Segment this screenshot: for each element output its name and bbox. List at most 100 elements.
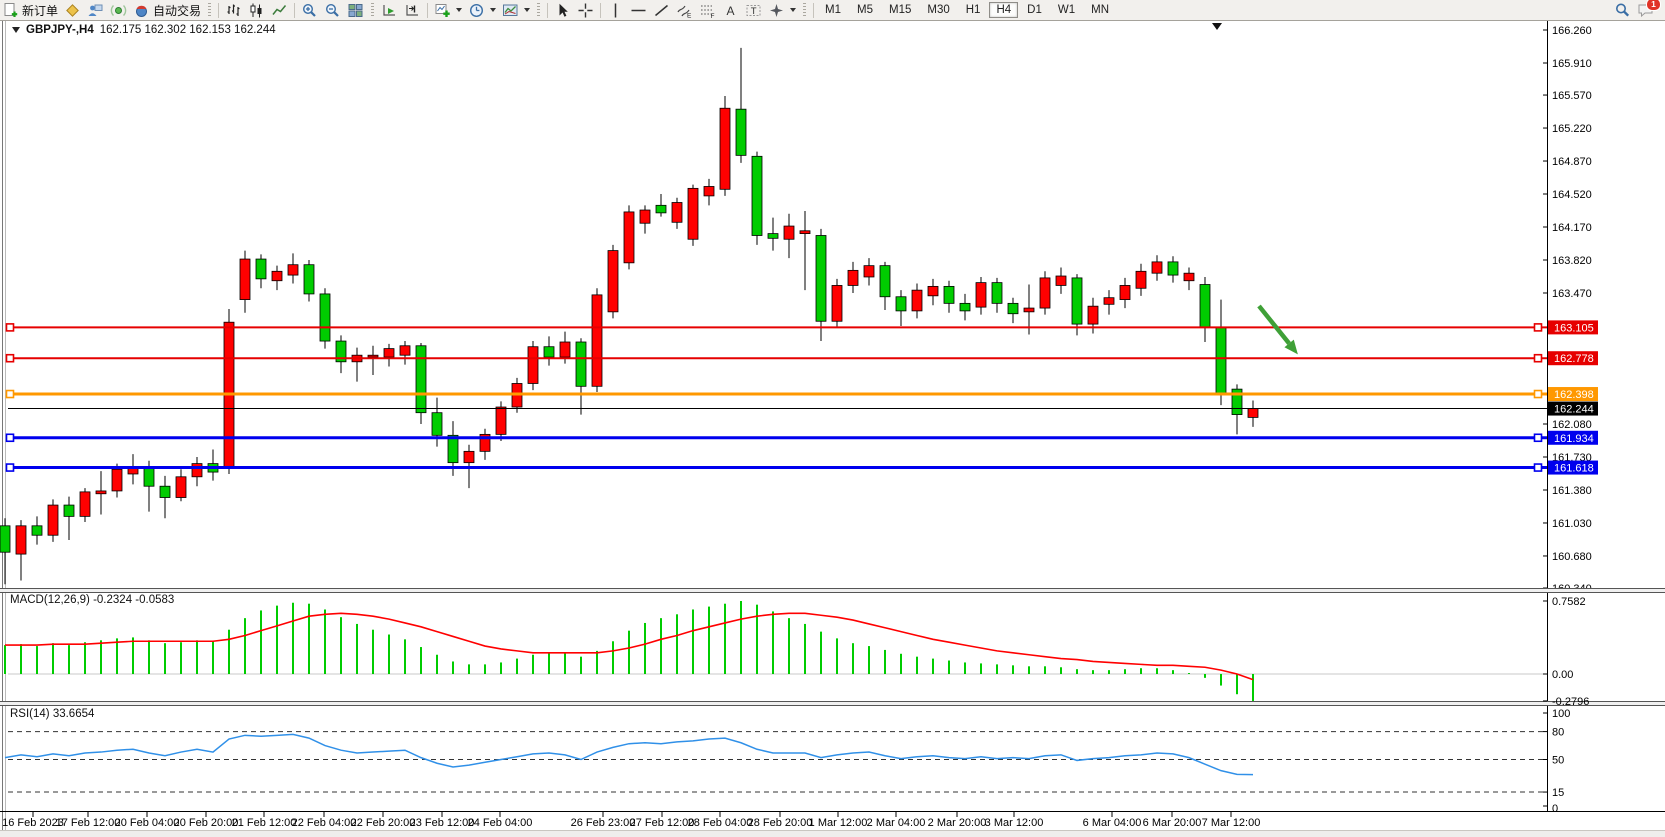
equidistant-channel-icon: E — [677, 5, 692, 19]
text-label-tool-button[interactable]: T — [743, 1, 764, 19]
timeframe-button-MN[interactable]: MN — [1091, 4, 1109, 16]
arrow-object-head[interactable] — [1284, 339, 1298, 355]
timeframe-button-W1[interactable]: W1 — [1057, 4, 1076, 16]
hline-handle[interactable] — [1533, 389, 1543, 399]
zoom-out-button[interactable] — [322, 1, 343, 19]
fibonacci-icon: F — [701, 5, 715, 19]
price-tick-label: 164.870 — [1552, 156, 1592, 168]
candle — [383, 348, 395, 358]
template-icon — [503, 4, 518, 16]
rsi-scale-label: 0 — [1552, 803, 1558, 815]
metaeditor-button[interactable] — [62, 1, 83, 19]
candle — [991, 282, 1003, 304]
add-indicator-icon — [435, 3, 450, 17]
text-tool-button[interactable]: A — [720, 1, 741, 19]
hline-handle[interactable] — [5, 433, 15, 443]
zoom-in-button[interactable] — [299, 1, 320, 19]
candle — [815, 235, 827, 322]
add-indicator-button[interactable] — [432, 1, 464, 19]
separator — [294, 2, 296, 18]
search-button[interactable] — [1612, 1, 1633, 19]
notifications-button[interactable]: 1 — [1635, 0, 1661, 19]
fibonacci-tool-button[interactable]: F — [697, 1, 718, 19]
timeframe-button-M1[interactable]: M1 — [825, 4, 842, 16]
tile-windows-button[interactable] — [345, 1, 366, 19]
candle — [47, 504, 59, 536]
timeframe-button-D1[interactable]: D1 — [1027, 4, 1042, 16]
candle — [1167, 261, 1179, 276]
candle — [543, 346, 555, 358]
timeframe-button-M5[interactable]: M5 — [857, 4, 873, 16]
macd-scale-label: 0.7582 — [1552, 596, 1586, 608]
timeframe-button-H4[interactable]: H4 — [989, 2, 1019, 18]
line-chart-button[interactable] — [269, 1, 290, 19]
dropdown-caret[interactable] — [456, 8, 463, 12]
auto-scroll-button[interactable] — [379, 1, 400, 19]
svg-text:A: A — [727, 4, 735, 18]
panel-splitter[interactable] — [0, 701, 1665, 705]
chart-shift-marker[interactable] — [1212, 23, 1222, 30]
cursor-icon — [559, 3, 568, 17]
candle — [1183, 272, 1195, 282]
hline-handle[interactable] — [1533, 433, 1543, 443]
candle — [1135, 270, 1147, 289]
hline-handle[interactable] — [1533, 353, 1543, 363]
strategy-tester-button[interactable] — [85, 1, 106, 19]
vertical-line-tool-button[interactable] — [605, 1, 626, 19]
candle — [975, 282, 987, 308]
chart-shift-button[interactable] — [402, 1, 423, 19]
dropdown-caret[interactable] — [790, 8, 797, 12]
new-order-button[interactable]: 新订单 — [1, 1, 60, 19]
arrows-tool-button[interactable] — [766, 1, 798, 19]
trendline-tool-button[interactable] — [651, 1, 672, 19]
hline-handle[interactable] — [5, 389, 15, 399]
cursor-tool-button[interactable] — [552, 1, 573, 19]
timeframe-button-M15[interactable]: M15 — [889, 4, 912, 16]
channel-tool-button[interactable]: E — [674, 1, 695, 19]
candle — [495, 406, 507, 435]
time-label: 7 Mar 12:00 — [1202, 817, 1261, 829]
symbol-dropdown-icon[interactable] — [12, 27, 20, 33]
price-badge — [1548, 320, 1598, 335]
candle — [783, 225, 795, 240]
candle — [479, 433, 491, 452]
svg-text:F: F — [711, 13, 715, 19]
broadcast-button[interactable] — [108, 1, 129, 19]
price-badge-label: 162.778 — [1554, 353, 1594, 365]
candlestick-chart-button[interactable] — [246, 1, 267, 19]
hline-handle[interactable] — [1533, 323, 1543, 332]
separator — [218, 2, 220, 18]
symbol-period-label: GBPJPY-,H4 — [26, 24, 94, 36]
chart-shift-icon — [406, 4, 419, 16]
dropdown-caret[interactable] — [524, 8, 531, 12]
templates-button[interactable] — [500, 1, 532, 19]
autotrading-button[interactable]: 自动交易 — [131, 1, 203, 19]
time-label: 20 Feb 20:00 — [174, 817, 239, 829]
hline-handle[interactable] — [5, 463, 15, 472]
crosshair-tool-button[interactable] — [575, 1, 596, 19]
hline-handle[interactable] — [5, 353, 15, 363]
svg-text:E: E — [687, 12, 692, 19]
arrow-object[interactable] — [1257, 304, 1291, 345]
timeframe-button-M30[interactable]: M30 — [927, 4, 950, 16]
periods-button[interactable] — [466, 1, 498, 19]
candle — [671, 202, 683, 223]
candle — [751, 155, 763, 236]
dropdown-caret[interactable] — [490, 8, 497, 12]
timeframe-button-H1[interactable]: H1 — [965, 4, 981, 16]
toolbar-grip — [371, 3, 375, 17]
candle — [143, 466, 155, 487]
time-label: 26 Feb 23:00 — [571, 817, 636, 829]
text-label-icon: T — [746, 4, 761, 17]
panel-splitter[interactable] — [0, 588, 1665, 592]
candle — [1215, 326, 1227, 395]
candle — [1055, 275, 1067, 286]
horizontal-line-tool-button[interactable] — [628, 1, 649, 19]
candle — [95, 490, 107, 495]
hline-handle[interactable] — [5, 323, 15, 332]
bar-chart-button[interactable] — [223, 1, 244, 19]
hline-handle[interactable] — [1533, 463, 1543, 472]
price-tick-label: 165.220 — [1552, 123, 1592, 135]
